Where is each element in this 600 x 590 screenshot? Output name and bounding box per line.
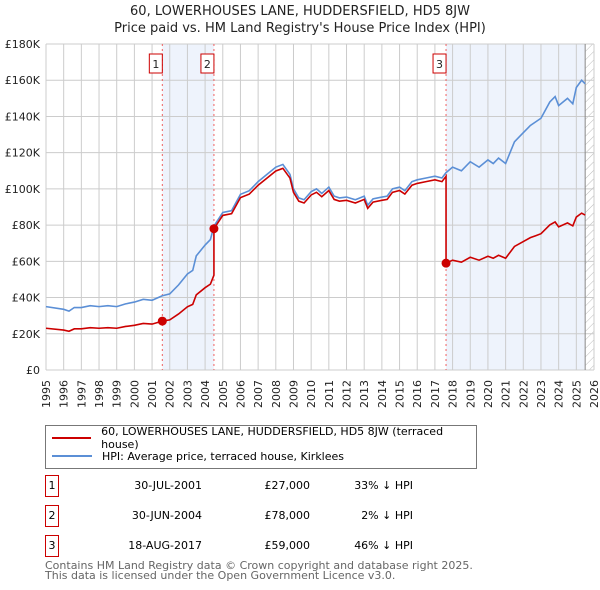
x-tick-label: 2023 (535, 380, 548, 408)
x-tick-label: 2009 (287, 380, 300, 408)
sale-point (157, 316, 167, 326)
forecast-hatch (585, 44, 594, 370)
x-tick-label: 2025 (570, 380, 583, 408)
legend: 60, LOWERHOUSES LANE, HUDDERSFIELD, HD5 … (45, 425, 477, 469)
x-tick-label: 2019 (464, 380, 477, 408)
x-tick-label: 2012 (341, 380, 354, 408)
x-tick-label: 2001 (146, 380, 159, 408)
sale-price: £59,000 (264, 539, 311, 552)
x-tick-label: 2007 (252, 380, 265, 408)
x-tick-label: 2018 (447, 380, 460, 408)
sale-label-box (148, 53, 163, 74)
footer-licence: This data is licensed under the Open Gov… (45, 569, 396, 582)
price-chart: 1995 1996 1997 1998 1999 2000 2001 2002 2003 2004… (5, 38, 600, 408)
y-tick-label: £120K (5, 147, 41, 160)
x-tick-label: 2002 (164, 380, 177, 408)
footer-copyright: Contains HM Land Registry data © Crown c… (45, 559, 473, 572)
sale-hpi-diff: 33% ↓ HPI (354, 479, 413, 492)
x-tick-label: 1997 (75, 380, 88, 408)
y-tick-label: £100K (5, 183, 41, 196)
y-tick-label: £40K (12, 292, 41, 305)
chart-title: 60, LOWERHOUSES LANE, HUDDERSFIELD, HD5 … (130, 4, 470, 19)
x-tick-label: 2004 (199, 380, 212, 408)
x-tick-label: 1995 (40, 380, 53, 408)
sale-hpi-diff: 46% ↓ HPI (354, 539, 413, 552)
x-tick-label: 2020 (482, 380, 495, 408)
y-tick-label: £0 (26, 364, 40, 377)
sale-point (441, 258, 451, 268)
legend-label: HPI: Average price, terraced house, Kirk… (102, 449, 345, 463)
x-tick-label: 2024 (553, 380, 566, 408)
sale-price: £27,000 (264, 479, 311, 492)
x-tick-label: 2003 (181, 380, 194, 408)
sale-label: 2 (204, 58, 211, 71)
sale-marker: 1 (45, 475, 59, 497)
y-tick-label: £180K (5, 38, 41, 51)
sale-point (209, 224, 219, 234)
x-tick-label: 2015 (394, 380, 407, 408)
x-tick-label: 2005 (217, 380, 230, 408)
y-tick-label: £160K (5, 74, 41, 87)
sale-date: 30-JUN-2004 (131, 509, 202, 522)
sale-label-box (200, 53, 215, 74)
sale-label: 1 (152, 58, 159, 71)
x-tick-label: 1996 (58, 380, 71, 408)
sale-marker: 3 (45, 535, 59, 557)
x-tick-label: 2000 (128, 380, 141, 408)
y-tick-label: £20K (12, 328, 41, 341)
legend-item-hpi: HPI: Average price, terraced house, Kirk… (52, 448, 344, 464)
sale-price: £78,000 (264, 509, 311, 522)
y-tick-label: £80K (12, 219, 41, 232)
x-tick-label: 2010 (305, 380, 318, 408)
x-tick-label: 2006 (234, 380, 247, 408)
x-tick-label: 2011 (323, 380, 336, 408)
sale-date: 18-AUG-2017 (128, 539, 202, 552)
legend-item-property: 60, LOWERHOUSES LANE, HUDDERSFIELD, HD5 … (52, 425, 476, 451)
x-tick-label: 2014 (376, 380, 389, 408)
x-tick-label: 2021 (500, 380, 513, 408)
x-tick-label: 1998 (93, 380, 106, 408)
x-tick-label: 2013 (358, 380, 371, 408)
sale-row: 2 30-JUN-2004 £78,000 2% ↓ HPI (45, 505, 465, 527)
x-tick-label: 2022 (517, 380, 530, 408)
sale-label-box (432, 53, 447, 74)
sale-row: 3 18-AUG-2017 £59,000 46% ↓ HPI (45, 535, 465, 557)
sale-row: 1 30-JUL-2001 £27,000 33% ↓ HPI (45, 475, 465, 497)
hpi-line (45, 78, 586, 313)
legend-label: 60, LOWERHOUSES LANE, HUDDERSFIELD, HD5 … (101, 425, 444, 451)
shaded-region (446, 44, 586, 370)
sale-label: 3 (436, 58, 443, 71)
x-tick-label: 2008 (270, 380, 283, 408)
sale-marker: 2 (45, 505, 59, 527)
sale-date: 30-JUL-2001 (134, 479, 202, 492)
x-tick-label: 1999 (111, 380, 124, 408)
x-tick-label: 2017 (429, 380, 442, 408)
x-tick-label: 2016 (411, 380, 424, 408)
y-tick-label: £140K (5, 110, 41, 123)
chart-subtitle: Price paid vs. HM Land Registry's House … (114, 21, 486, 36)
y-tick-label: £60K (12, 255, 41, 268)
x-tick-label: 2026 (588, 380, 600, 408)
sale-hpi-diff: 2% ↓ HPI (361, 509, 413, 522)
